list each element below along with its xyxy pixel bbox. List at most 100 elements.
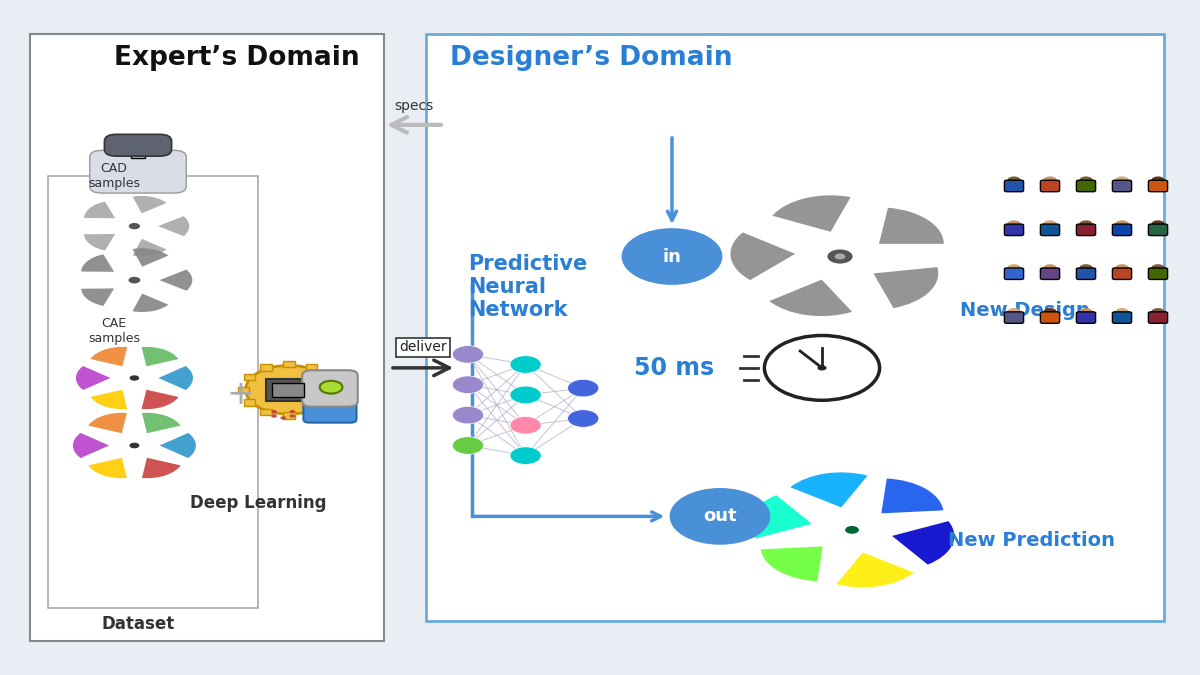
- FancyBboxPatch shape: [306, 364, 318, 371]
- Circle shape: [1079, 264, 1093, 272]
- Circle shape: [289, 414, 295, 418]
- Circle shape: [452, 406, 484, 424]
- Circle shape: [1079, 176, 1093, 184]
- Wedge shape: [881, 479, 943, 514]
- FancyBboxPatch shape: [306, 409, 318, 415]
- Wedge shape: [133, 196, 167, 213]
- Circle shape: [1079, 308, 1093, 316]
- Circle shape: [568, 410, 599, 427]
- FancyBboxPatch shape: [1112, 180, 1132, 192]
- Text: +: +: [226, 379, 254, 411]
- Circle shape: [510, 356, 541, 373]
- Circle shape: [845, 526, 859, 534]
- Wedge shape: [773, 195, 851, 232]
- Circle shape: [568, 379, 599, 397]
- FancyBboxPatch shape: [323, 374, 334, 380]
- Circle shape: [319, 381, 342, 394]
- FancyBboxPatch shape: [1076, 268, 1096, 279]
- FancyBboxPatch shape: [1076, 224, 1096, 236]
- Circle shape: [1151, 176, 1165, 184]
- Text: CAD
samples: CAD samples: [88, 161, 140, 190]
- FancyBboxPatch shape: [30, 34, 384, 641]
- Wedge shape: [132, 248, 168, 267]
- FancyBboxPatch shape: [131, 152, 145, 158]
- Circle shape: [1151, 220, 1165, 228]
- Circle shape: [128, 277, 140, 284]
- FancyBboxPatch shape: [1148, 268, 1168, 279]
- FancyBboxPatch shape: [90, 151, 186, 193]
- FancyBboxPatch shape: [1112, 224, 1132, 236]
- FancyBboxPatch shape: [260, 364, 272, 371]
- FancyBboxPatch shape: [1076, 180, 1096, 192]
- Text: deliver: deliver: [400, 340, 446, 354]
- Text: 50 ms: 50 ms: [634, 356, 714, 380]
- FancyBboxPatch shape: [1004, 224, 1024, 236]
- FancyBboxPatch shape: [1076, 312, 1096, 323]
- Circle shape: [510, 416, 541, 434]
- FancyBboxPatch shape: [1148, 180, 1168, 192]
- Circle shape: [1115, 220, 1129, 228]
- Wedge shape: [84, 234, 115, 250]
- FancyBboxPatch shape: [1040, 224, 1060, 236]
- Wedge shape: [132, 294, 168, 312]
- Wedge shape: [791, 472, 868, 508]
- Wedge shape: [133, 239, 167, 256]
- FancyBboxPatch shape: [48, 176, 258, 608]
- Wedge shape: [142, 347, 179, 367]
- FancyBboxPatch shape: [1004, 312, 1024, 323]
- Circle shape: [828, 250, 852, 264]
- FancyBboxPatch shape: [272, 383, 304, 398]
- Circle shape: [271, 414, 277, 418]
- Wedge shape: [142, 413, 181, 433]
- FancyBboxPatch shape: [302, 370, 358, 406]
- FancyBboxPatch shape: [329, 387, 341, 393]
- Wedge shape: [750, 495, 812, 539]
- Wedge shape: [142, 458, 181, 478]
- Circle shape: [1115, 308, 1129, 316]
- Wedge shape: [76, 366, 110, 390]
- Circle shape: [1043, 220, 1057, 228]
- Circle shape: [281, 416, 286, 420]
- FancyBboxPatch shape: [1040, 268, 1060, 279]
- Text: CAE
samples: CAE samples: [88, 317, 140, 345]
- FancyBboxPatch shape: [1148, 224, 1168, 236]
- FancyBboxPatch shape: [1148, 312, 1168, 323]
- Circle shape: [452, 376, 484, 394]
- Wedge shape: [142, 389, 179, 409]
- Text: New Design: New Design: [960, 301, 1090, 320]
- FancyBboxPatch shape: [1040, 180, 1060, 192]
- FancyBboxPatch shape: [1004, 268, 1024, 279]
- Wedge shape: [84, 202, 115, 218]
- Text: Expert’s Domain: Expert’s Domain: [114, 45, 360, 71]
- FancyBboxPatch shape: [283, 361, 295, 367]
- Text: in: in: [662, 248, 682, 265]
- Circle shape: [764, 335, 880, 400]
- FancyBboxPatch shape: [426, 34, 1164, 621]
- Circle shape: [452, 437, 484, 454]
- Text: Designer’s Domain: Designer’s Domain: [450, 45, 732, 71]
- Circle shape: [1115, 176, 1129, 184]
- Circle shape: [1007, 220, 1021, 228]
- FancyBboxPatch shape: [1112, 268, 1132, 279]
- Wedge shape: [90, 389, 127, 409]
- Wedge shape: [892, 521, 954, 564]
- FancyBboxPatch shape: [1004, 180, 1024, 192]
- Circle shape: [1151, 264, 1165, 272]
- Circle shape: [1043, 308, 1057, 316]
- Wedge shape: [88, 413, 127, 433]
- Circle shape: [622, 228, 722, 285]
- Wedge shape: [769, 279, 852, 316]
- Circle shape: [1151, 308, 1165, 316]
- Wedge shape: [731, 232, 796, 280]
- Circle shape: [452, 346, 484, 363]
- Circle shape: [246, 365, 332, 414]
- Circle shape: [1079, 220, 1093, 228]
- FancyBboxPatch shape: [266, 379, 310, 401]
- Wedge shape: [82, 254, 114, 272]
- Wedge shape: [761, 546, 823, 581]
- FancyBboxPatch shape: [304, 398, 356, 423]
- Wedge shape: [836, 552, 913, 587]
- Wedge shape: [90, 347, 127, 367]
- Circle shape: [1043, 264, 1057, 272]
- Circle shape: [271, 410, 277, 413]
